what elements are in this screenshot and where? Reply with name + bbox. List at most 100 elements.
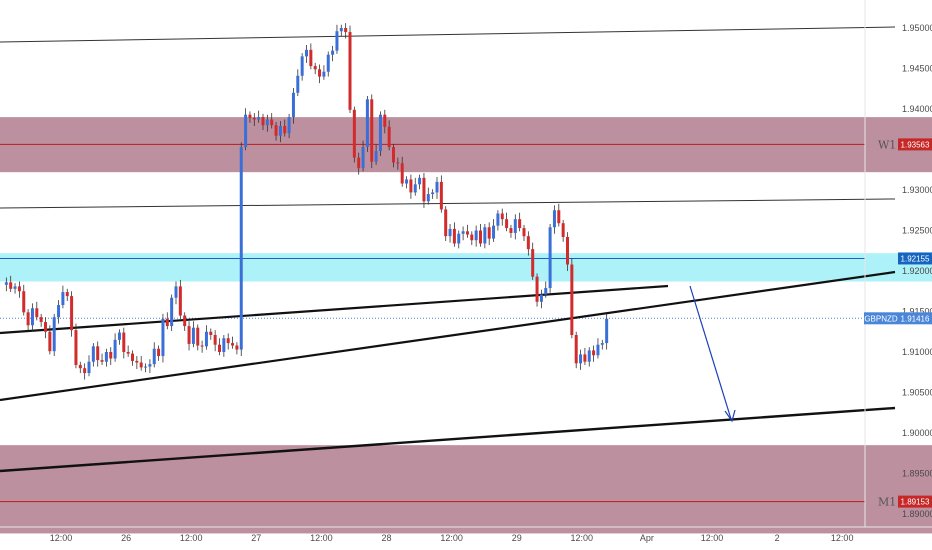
candle-up [544, 288, 548, 295]
candle-up [596, 344, 600, 356]
price-tick-label: 1.91500 [902, 307, 932, 317]
candle-down [439, 181, 443, 210]
candle-down [522, 228, 526, 237]
candle-up [13, 286, 17, 289]
price-tick-label: 1.93000 [902, 185, 932, 195]
candle-down [392, 147, 395, 163]
candle-up [300, 56, 304, 76]
price-tag-label: 1.91416 [901, 314, 930, 323]
candle-up [365, 99, 369, 148]
candle-up [378, 114, 382, 152]
candle-down [479, 230, 482, 244]
candle-down [505, 219, 509, 229]
candle-down [409, 179, 413, 193]
price-tag-label: 1.92155 [901, 254, 930, 263]
channel-line-middle [0, 198, 896, 209]
candle-up [431, 192, 435, 195]
time-tick-label: 2 [775, 533, 780, 543]
candle-up [605, 318, 609, 344]
candle-up [548, 227, 552, 289]
candle-up [57, 305, 61, 318]
candle-up [326, 54, 330, 72]
time-tick-label: 27 [251, 533, 261, 543]
candle-up [587, 350, 591, 362]
candle-down [17, 286, 21, 292]
candle-down [509, 228, 513, 233]
candle-down [35, 308, 39, 318]
candle-up [513, 219, 517, 233]
candle-down [535, 276, 539, 302]
time-tick-label: 29 [512, 533, 522, 543]
candle-up [483, 227, 487, 244]
candle-up [152, 348, 156, 365]
candle-up [265, 119, 269, 126]
candle-up [113, 339, 117, 359]
candle-up [435, 181, 439, 193]
candle-down [283, 126, 287, 134]
candle-down [383, 114, 387, 127]
candle-up [305, 49, 308, 57]
candle-up [52, 317, 56, 352]
projection-arrow [689, 285, 732, 420]
candle-down [187, 326, 191, 344]
candle-up [457, 233, 461, 244]
time-tick-label: 12:00 [571, 533, 594, 543]
candle-up [257, 117, 261, 120]
candle-down [100, 360, 104, 362]
candle-up [413, 184, 417, 193]
time-tick-label: 12:00 [701, 533, 724, 543]
candle-up [291, 92, 295, 118]
candle-up [4, 282, 8, 285]
candle-up [144, 366, 148, 368]
price-tick-label: 1.91000 [902, 347, 932, 357]
trendline-bottom [0, 406, 896, 473]
time-tick-label: Apr [640, 533, 654, 543]
candle-down [526, 236, 530, 250]
price-tick-label: 1.94500 [902, 64, 932, 74]
time-tick-label: 12:00 [310, 533, 333, 543]
symbol-tag [864, 312, 898, 325]
candle-down [139, 362, 143, 368]
candle-up [104, 352, 108, 362]
candle-down [444, 209, 448, 237]
candle-down [126, 352, 130, 354]
candle-down [487, 227, 491, 239]
price-tag [898, 252, 932, 265]
candle-down [352, 109, 356, 158]
candle-up [244, 114, 248, 148]
candle-up [331, 50, 335, 55]
candle-up [148, 364, 152, 367]
price-tick-label: 1.90500 [902, 388, 932, 398]
candle-down [65, 292, 69, 297]
candle-down [78, 364, 82, 369]
candle-up [91, 346, 95, 362]
candle-up [405, 179, 409, 184]
candle-up [61, 292, 65, 306]
candle-down [422, 177, 426, 202]
time-tick-label: 12:00 [180, 533, 203, 543]
candle-up [474, 230, 478, 241]
price-tick-label: 1.95000 [902, 23, 932, 33]
time-tick-label: 28 [381, 533, 391, 543]
candle-down [131, 353, 134, 361]
candle-down [561, 223, 565, 237]
candle-down [83, 368, 87, 374]
drawing-lines [0, 26, 896, 473]
candle-down [39, 317, 43, 323]
time-tick-label: 12:00 [50, 533, 73, 543]
candle-up [361, 147, 365, 169]
levels-layer: W1 M1 [0, 138, 896, 509]
candle-up [204, 331, 208, 347]
zone-label-w1: W1 [878, 138, 896, 151]
candle-down [570, 264, 574, 335]
candle-up [418, 177, 422, 185]
candle-down [122, 332, 126, 352]
candle-up [600, 343, 604, 345]
candle-down [70, 296, 74, 331]
candle-up [552, 210, 556, 228]
trendline-upper [0, 284, 669, 335]
candle-down [274, 125, 278, 136]
